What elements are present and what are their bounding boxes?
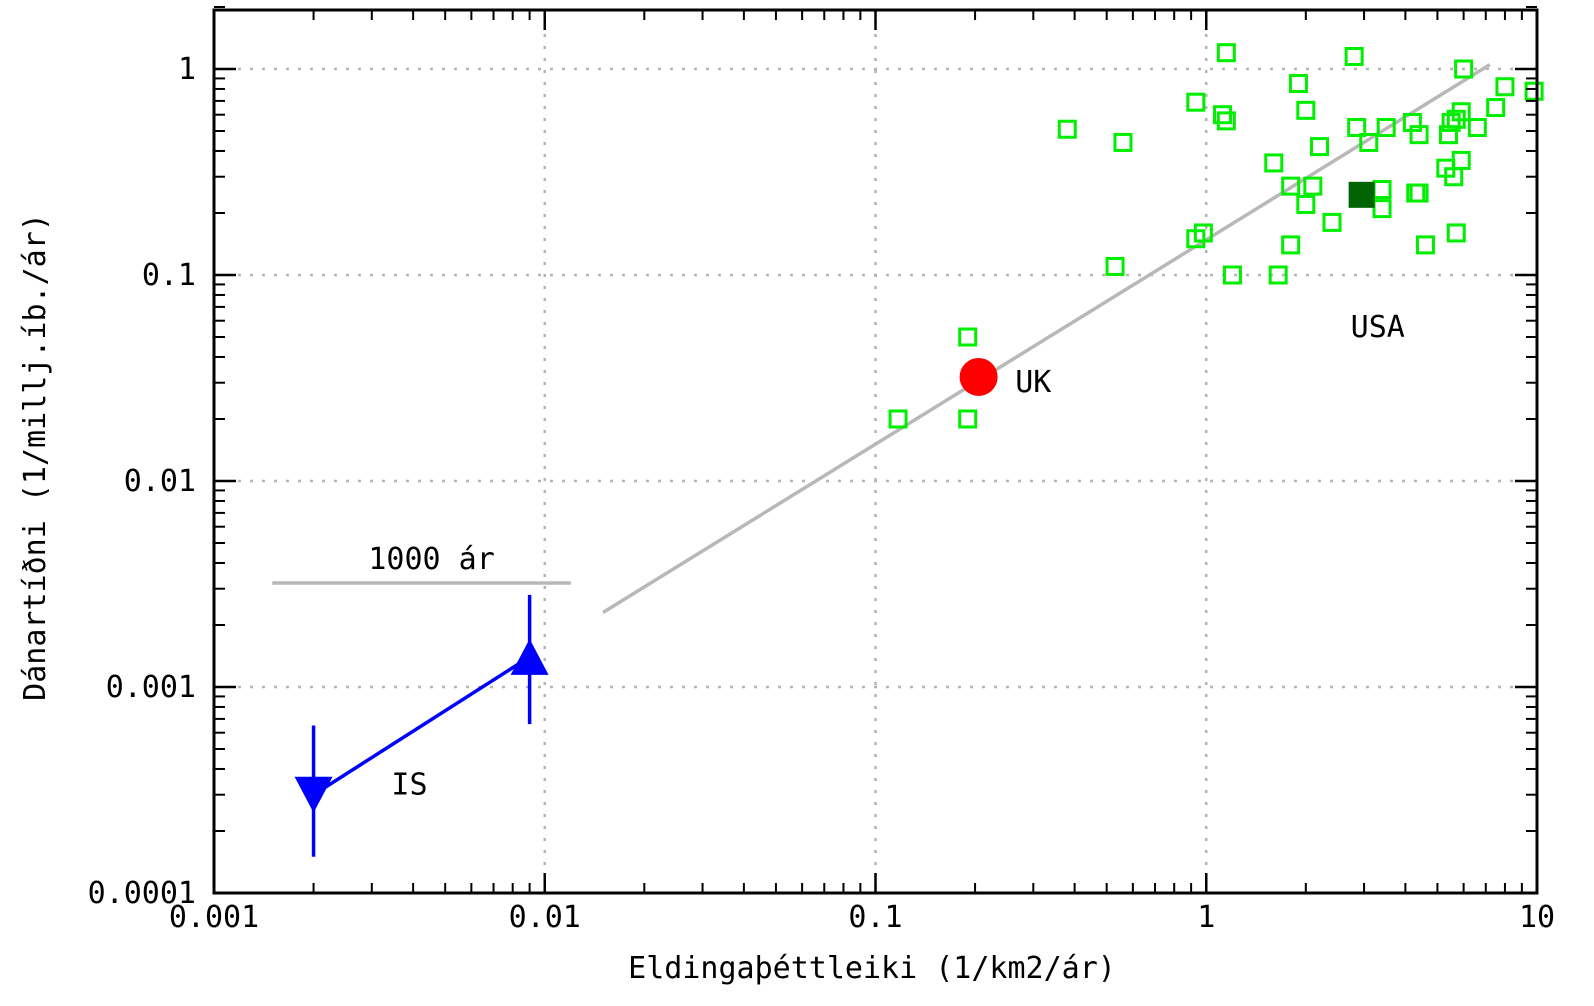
iceland-point: [294, 776, 333, 813]
usa-state-point: [1451, 102, 1471, 122]
iceland-point: [510, 638, 549, 675]
usa-state-point: [1372, 199, 1392, 219]
uk-point: [959, 357, 998, 396]
usa-state-point: [1406, 183, 1426, 203]
usa-state-point: [1344, 46, 1364, 66]
usa-state-point: [1454, 59, 1474, 79]
usa-state-point: [1310, 137, 1330, 157]
usa-state-point: [888, 409, 908, 429]
usa-state-point: [1359, 132, 1379, 152]
usa-mean-point: [1348, 181, 1375, 208]
tick-marks: [212, 5, 1539, 895]
usa-state-point: [1467, 118, 1487, 138]
usa-state-point: [1296, 100, 1316, 120]
usa-state-point: [1105, 256, 1125, 276]
iceland-connecting-line: [312, 655, 531, 797]
annotation-uk: UK: [1015, 365, 1051, 400]
usa-state-point: [1281, 176, 1301, 196]
x-tick-label: 10: [1519, 900, 1555, 935]
y-tick-label: 0.1: [142, 258, 196, 293]
usa-state-point: [958, 327, 978, 347]
usa-state-point: [1057, 119, 1077, 139]
usa-state-point: [1296, 194, 1316, 214]
usa-state-point: [1222, 265, 1242, 285]
usa-state-point: [1303, 176, 1323, 196]
usa-state-point: [1281, 235, 1301, 255]
usa-state-point: [1113, 132, 1133, 152]
reference-line-label: 1000 ár: [368, 542, 494, 577]
reference-lines: 1000 ár: [272, 63, 1491, 614]
usa-state-point: [1216, 43, 1236, 63]
usa-state-point: [1216, 111, 1236, 131]
usa-state-point: [1288, 74, 1308, 94]
annotation-is: IS: [391, 768, 427, 803]
x-tick-label: 0.1: [848, 900, 902, 935]
data-marks: [294, 43, 1544, 857]
annotation-usa: USA: [1351, 310, 1405, 345]
usa-state-point: [1438, 125, 1458, 145]
usa-state-point: [958, 409, 978, 429]
usa-state-point: [1409, 125, 1429, 145]
y-tick-label: 1: [178, 52, 196, 87]
usa-state-point: [1213, 105, 1233, 125]
usa-state-point: [1486, 98, 1506, 118]
usa-state-point: [1444, 167, 1464, 187]
usa-state-point: [1495, 77, 1515, 97]
usa-state-point: [1524, 81, 1544, 101]
y-tick-label: 0.001: [106, 670, 196, 705]
usa-state-point: [1264, 153, 1284, 173]
usa-state-point: [1376, 118, 1396, 138]
usa-state-point: [1347, 118, 1367, 138]
usa-state-point: [1372, 180, 1392, 200]
usa-state-point: [1441, 112, 1461, 132]
usa-state-point: [1268, 265, 1288, 285]
grid-lines: [214, 10, 1537, 893]
fit-line: [602, 63, 1491, 614]
y-tick-label: 0.0001: [88, 876, 196, 911]
annotations: USA UK IS: [391, 310, 1404, 803]
usa-state-point: [1193, 223, 1213, 243]
x-tick-label: 0.001: [169, 900, 259, 935]
x-axis-title: Eldingaþéttleiki (1/km2/ár): [628, 951, 1116, 986]
usa-state-point: [1415, 235, 1435, 255]
usa-state-point: [1451, 150, 1471, 170]
y-tick-label: 0.01: [124, 464, 196, 499]
x-tick-label: 0.01: [509, 900, 581, 935]
y-axis-title: Dánartíðni (1/millj.íb./ár): [18, 213, 53, 701]
usa-state-point: [1446, 223, 1466, 243]
usa-state-point: [1186, 92, 1206, 112]
x-tick-label: 1: [1197, 900, 1215, 935]
usa-state-point: [1322, 212, 1342, 232]
